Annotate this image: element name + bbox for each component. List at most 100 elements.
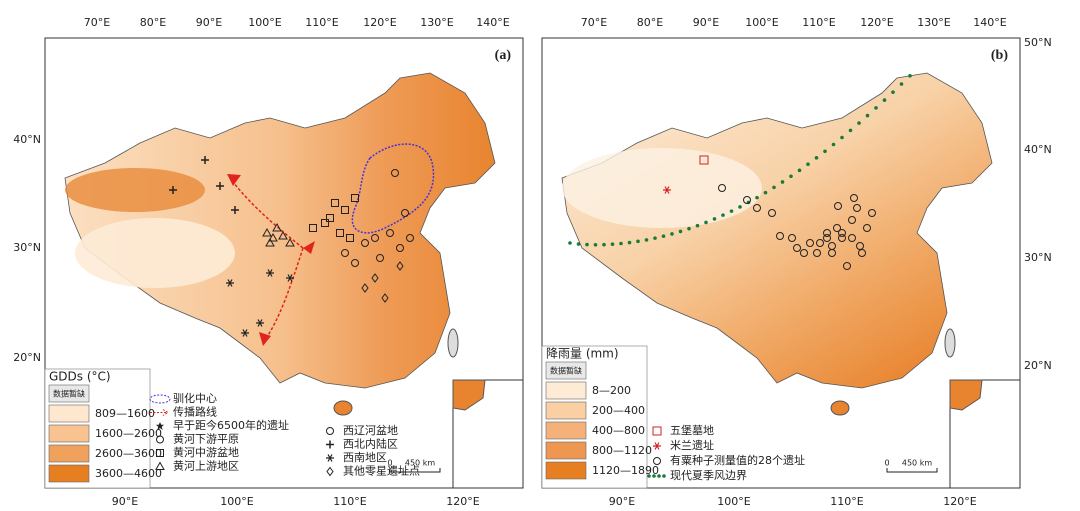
legend-symbol <box>768 209 776 217</box>
legend-symbol <box>386 229 394 237</box>
legend-symbol <box>155 461 165 470</box>
legend-symbol-label: 黄河上游地区 <box>173 459 239 473</box>
top-tick-label: 80°E <box>637 16 663 29</box>
legend-symbol <box>663 186 671 194</box>
bottom-tick-label: 90°E <box>112 495 138 508</box>
legend-symbol <box>156 449 164 457</box>
legend-symbol <box>326 454 334 462</box>
legend-symbol <box>753 204 761 212</box>
monsoon-boundary-dot <box>644 238 649 242</box>
legend-symbol-label: 黄河中游盆地 <box>173 445 239 459</box>
legend-symbol <box>652 426 662 436</box>
monsoon-boundary-dot <box>772 185 776 190</box>
monsoon-boundary-dot <box>602 242 606 247</box>
arid-zone <box>562 148 762 228</box>
legend-symbol <box>169 186 177 194</box>
monsoon-boundary-dot <box>670 232 674 236</box>
monsoon-boundary-dot <box>636 239 640 244</box>
legend-symbol <box>823 234 831 242</box>
inset-land <box>452 379 486 411</box>
legend-symbol <box>834 202 842 210</box>
bottom-tick-label: 90°E <box>609 495 635 508</box>
legend-symbol <box>381 293 389 303</box>
scale-label: 450 km <box>405 459 435 468</box>
legend-swatch <box>545 461 587 480</box>
map-panel: 70°E 80°E 90°E 100°E 110°E 120°E 130°E 140°E 90°… <box>541 16 1052 508</box>
legend-symbol <box>346 234 354 242</box>
legend-swatch <box>48 404 90 423</box>
legend-symbol <box>268 232 278 242</box>
legend-symbol <box>336 229 344 237</box>
monsoon-boundary-dot <box>755 195 759 200</box>
legend-symbol <box>793 244 801 252</box>
tarim-zone <box>65 168 205 212</box>
bottom-tick-label: 120°E <box>446 495 479 508</box>
monsoon-boundary-dot <box>712 217 717 221</box>
legend-symbol-label: 现代夏季风边界 <box>670 469 747 482</box>
legend-symbol <box>396 244 404 252</box>
monsoon-boundary-dot <box>661 234 666 238</box>
legend-symbol <box>326 214 334 222</box>
legend-symbol <box>371 234 379 242</box>
legend-symbol-label: 传播路线 <box>173 405 217 419</box>
monsoon-boundary-dot <box>738 205 742 209</box>
inset-land <box>949 379 983 411</box>
legend-symbol <box>843 262 851 270</box>
legend-class-label: 1120—1890 <box>592 464 659 477</box>
legend-symbol <box>743 196 751 204</box>
monsoon-boundary-dot <box>610 242 615 247</box>
spread-route <box>229 177 304 341</box>
legend-symbol <box>149 394 171 404</box>
monsoon-boundary-dot <box>891 90 895 94</box>
legend-symbol <box>800 249 808 257</box>
monsoon-boundary-dot <box>585 242 589 247</box>
monsoon-boundary-dot <box>908 74 912 78</box>
legend-symbol <box>856 242 864 250</box>
legend-symbol <box>361 283 369 293</box>
bottom-tick-label: 120°E <box>943 495 976 508</box>
monsoon-boundary-dot <box>857 121 861 125</box>
legend-symbol <box>351 259 359 267</box>
bottom-tick-label: 100°E <box>717 495 750 508</box>
hainan <box>830 400 850 416</box>
legend-symbol <box>396 261 404 271</box>
monsoon-boundary-dot <box>831 142 836 147</box>
scale-bar <box>389 468 441 473</box>
top-tick-label: 120°E <box>860 16 893 29</box>
legend-symbol <box>853 204 861 212</box>
legend-symbol-label: 米兰遗址 <box>670 438 714 452</box>
legend-symbol <box>376 254 384 262</box>
monsoon-boundary-dot <box>729 209 734 213</box>
monsoon-boundary-dot <box>619 241 623 246</box>
legend-symbol-label: 黄河下游平原 <box>173 432 239 446</box>
top-tick-label: 120°E <box>363 16 396 29</box>
panel-label: (a) <box>495 48 512 63</box>
monsoon-boundary-dot <box>797 168 802 173</box>
map-panel: 70°E 80°E 90°E 100°E 110°E 120°E 130°E 140°E 90°… <box>13 16 524 508</box>
legend-swatch <box>48 464 90 483</box>
monsoon-boundary-dot <box>865 113 870 118</box>
legend-symbol <box>868 209 876 217</box>
monsoon-boundary-dot <box>882 98 887 102</box>
monsoon-boundary-dot <box>678 229 683 234</box>
legend-class-label: 400—800 <box>592 424 645 437</box>
legend-symbol <box>391 169 399 177</box>
legend-symbol <box>241 329 249 337</box>
legend-class-label: 800—1120 <box>592 444 652 457</box>
legend-symbol <box>351 194 359 202</box>
legend-symbol <box>231 206 239 214</box>
monsoon-boundary-dot <box>848 128 853 133</box>
panel-label: (b) <box>991 48 1008 63</box>
legend-symbol <box>326 440 334 449</box>
legend-symbol <box>371 273 379 283</box>
left-tick-label: 30°N <box>13 241 41 254</box>
legend-title: 降雨量 (mm) <box>546 347 619 361</box>
legend-symbol <box>788 234 796 242</box>
monsoon-boundary-dot <box>874 106 878 110</box>
monsoon-boundary-dot <box>593 242 598 247</box>
legend-symbol <box>321 219 329 227</box>
legend-symbol <box>647 474 651 478</box>
legend-symbol <box>216 182 224 190</box>
right-tick-label: 50°N <box>1024 36 1052 49</box>
legend-symbol <box>776 232 784 240</box>
